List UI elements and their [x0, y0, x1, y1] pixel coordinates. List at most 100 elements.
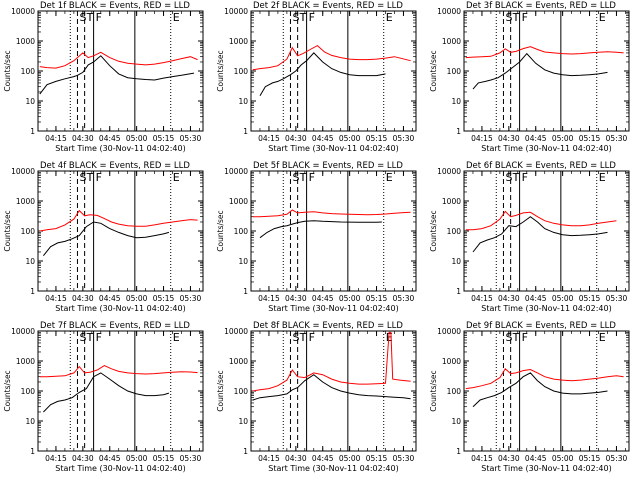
y-axis-title: Counts/sec	[429, 210, 438, 251]
series-events-line	[252, 374, 411, 401]
y-tick-label: 1	[30, 287, 35, 296]
x-tick-label: 05:30	[180, 134, 202, 143]
marker-label-f: F	[522, 171, 528, 184]
y-axis-title: Counts/sec	[3, 50, 12, 91]
x-axis-title: Start Time (30-Nov-11 04:02:40)	[55, 464, 185, 473]
y-tick-label: 100	[234, 67, 249, 76]
x-tick-label: 05:15	[153, 134, 175, 143]
y-tick-label: 100	[447, 387, 462, 396]
marker-label-f: F	[522, 11, 528, 24]
plot-frame	[37, 170, 204, 292]
x-axis-title: Start Time (30-Nov-11 04:02:40)	[268, 464, 398, 473]
x-tick-label: 04:30	[72, 294, 94, 303]
x-tick-label: 05:00	[126, 134, 148, 143]
x-tick-label: 04:45	[525, 454, 547, 463]
x-tick-label: 05:15	[153, 294, 175, 303]
x-tick-label: 05:15	[366, 294, 388, 303]
y-tick-label: 10000	[224, 167, 248, 176]
x-tick-label: 04:45	[312, 134, 334, 143]
y-tick-label: 10	[25, 417, 35, 426]
y-tick-label: 1000	[229, 197, 248, 206]
y-axis-title: Counts/sec	[429, 370, 438, 411]
x-tick-label: 04:15	[258, 134, 280, 143]
y-tick-label: 10000	[11, 167, 35, 176]
marker-label-s: S	[505, 171, 512, 184]
x-axis-title: Start Time (30-Nov-11 04:02:40)	[268, 304, 398, 313]
series-events-line	[43, 221, 170, 257]
x-tick-label: 05:00	[552, 454, 574, 463]
panel-7: Det 7f BLACK = Events, RED = LLD 1 10 100 10…	[3, 321, 204, 473]
x-tick-label: 04:30	[285, 294, 307, 303]
marker-label-s: S	[79, 331, 86, 344]
marker-label-s: S	[79, 11, 86, 24]
y-tick-label: 1000	[16, 197, 35, 206]
y-tick-label: 10000	[11, 7, 35, 16]
x-tick-label: 04:45	[99, 454, 121, 463]
y-tick-label: 1000	[442, 37, 461, 46]
marker-label-f: F	[309, 331, 315, 344]
panel-6: Det 6f BLACK = Events, RED = LLD 1 10 100 10…	[429, 161, 630, 313]
y-tick-label: 100	[447, 67, 462, 76]
x-tick-label: 05:30	[180, 454, 202, 463]
series-events-line	[472, 372, 608, 408]
x-tick-label: 04:30	[72, 134, 94, 143]
marker-label-t: T	[86, 171, 94, 184]
y-tick-label: 1	[243, 447, 248, 456]
series-events-line	[259, 52, 386, 96]
x-tick-label: 04:15	[258, 454, 280, 463]
marker-label-t: T	[512, 11, 520, 24]
x-tick-label: 05:30	[180, 294, 202, 303]
y-tick-label: 10000	[437, 167, 461, 176]
y-tick-label: 100	[447, 227, 462, 236]
marker-label-e: E	[386, 11, 393, 24]
x-tick-label: 05:00	[339, 294, 361, 303]
marker-label-e: E	[173, 331, 180, 344]
plot-frame	[463, 10, 630, 132]
series-events-line	[43, 372, 170, 413]
x-tick-label: 05:00	[552, 294, 574, 303]
x-tick-label: 04:45	[99, 134, 121, 143]
plot-frame	[37, 330, 204, 452]
y-tick-label: 10000	[224, 327, 248, 336]
marker-label-f: F	[309, 11, 315, 24]
marker-label-f: F	[96, 331, 102, 344]
panel-title: Det 3f BLACK = Events, RED = LLD	[466, 1, 616, 11]
y-tick-label: 10	[25, 97, 35, 106]
series-lld-line	[39, 365, 198, 378]
y-axis-title: Counts/sec	[216, 50, 225, 91]
marker-label-t: T	[299, 331, 307, 344]
panel-2: Det 2f BLACK = Events, RED = LLD 1 10 100 10…	[216, 1, 417, 153]
plot-frame	[250, 170, 417, 292]
x-tick-label: 04:15	[45, 134, 67, 143]
y-tick-label: 1	[30, 447, 35, 456]
y-axis-title: Counts/sec	[216, 210, 225, 251]
x-tick-label: 05:30	[606, 134, 628, 143]
x-tick-label: 05:30	[606, 294, 628, 303]
panel-title: Det 5f BLACK = Events, RED = LLD	[253, 161, 403, 171]
marker-label-s: S	[505, 331, 512, 344]
panel-5: Det 5f BLACK = Events, RED = LLD 1 10 100 10…	[216, 161, 417, 313]
y-tick-label: 10	[238, 417, 248, 426]
x-tick-label: 05:00	[126, 294, 148, 303]
y-tick-label: 1000	[229, 357, 248, 366]
x-tick-label: 05:15	[153, 454, 175, 463]
y-axis-title: Counts/sec	[429, 50, 438, 91]
x-tick-label: 05:00	[339, 454, 361, 463]
y-tick-label: 100	[234, 387, 249, 396]
series-lld-line	[252, 44, 411, 71]
marker-label-e: E	[173, 171, 180, 184]
x-tick-label: 04:45	[312, 454, 334, 463]
x-tick-label: 04:30	[285, 454, 307, 463]
marker-label-e: E	[599, 11, 606, 24]
x-tick-label: 04:45	[525, 294, 547, 303]
y-axis-title: Counts/sec	[216, 370, 225, 411]
y-tick-label: 10	[451, 97, 461, 106]
y-tick-label: 1	[243, 287, 248, 296]
y-tick-label: 10000	[437, 7, 461, 16]
x-tick-label: 05:30	[393, 134, 415, 143]
marker-label-e: E	[599, 331, 606, 344]
y-tick-label: 10000	[224, 7, 248, 16]
y-tick-label: 100	[234, 227, 249, 236]
y-tick-label: 10	[238, 257, 248, 266]
plot-frame	[463, 170, 630, 292]
